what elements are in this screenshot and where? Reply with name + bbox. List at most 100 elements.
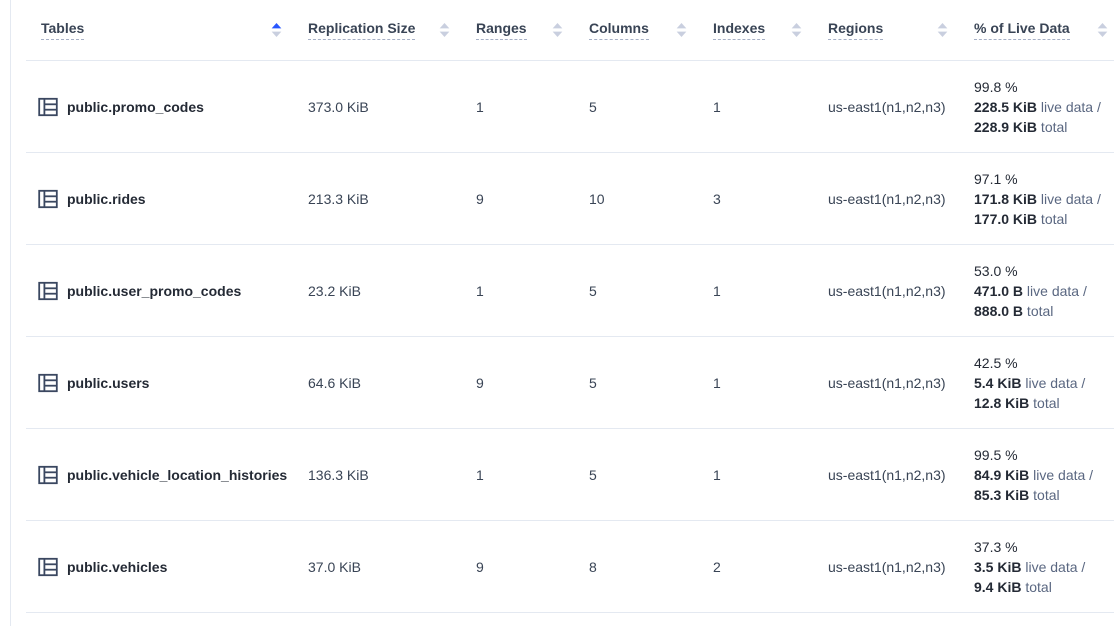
live-data-cell: 42.5 % 5.4 KiB live data / 12.8 KiB tota…	[974, 353, 1114, 413]
regions-cell: us-east1(n1,n2,n3)	[828, 282, 946, 299]
table-header-row: Tables Replication Size Ranges Columns I…	[26, 0, 1114, 61]
columns-cell: 5	[589, 466, 597, 483]
column-header-label: % of Live Data	[974, 20, 1070, 40]
column-header-label: Ranges	[476, 20, 527, 40]
ranges-cell: 1	[476, 98, 484, 115]
sort-arrows-icon	[937, 23, 948, 37]
sort-arrows-icon	[552, 23, 563, 37]
table-name-cell[interactable]: public.vehicle_location_histories	[26, 465, 308, 485]
table-name: public.user_promo_codes	[67, 282, 242, 299]
column-header-label: Columns	[589, 20, 649, 40]
ranges-cell: 1	[476, 466, 484, 483]
ranges-cell: 9	[476, 190, 484, 207]
live-size-line: 84.9 KiB live data /	[974, 466, 1094, 483]
total-size-line: 9.4 KiB total	[974, 578, 1052, 595]
regions-cell: us-east1(n1,n2,n3)	[828, 374, 946, 391]
table-icon	[38, 373, 58, 392]
indexes-cell: 1	[713, 374, 721, 391]
replication-size-cell: 37.0 KiB	[308, 558, 361, 575]
table-name: public.vehicle_location_histories	[67, 466, 288, 483]
live-percent: 37.3 %	[974, 538, 1018, 555]
indexes-cell: 1	[713, 466, 721, 483]
table-row[interactable]: public.vehicles 37.0 KiB 9 8 2 us-east1(…	[26, 521, 1114, 613]
sort-arrows-icon	[791, 23, 802, 37]
table-row[interactable]: public.rides 213.3 KiB 9 10 3 us-east1(n…	[26, 153, 1114, 245]
replication-size-cell: 136.3 KiB	[308, 466, 369, 483]
live-percent: 97.1 %	[974, 170, 1018, 187]
live-percent: 42.5 %	[974, 354, 1018, 371]
live-percent: 53.0 %	[974, 262, 1018, 279]
live-size-line: 471.0 B live data /	[974, 282, 1087, 299]
database-tables-panel: Tables Replication Size Ranges Columns I…	[10, 0, 1114, 626]
ranges-cell: 9	[476, 374, 484, 391]
table-name: public.rides	[67, 190, 146, 207]
sort-arrows-icon	[676, 23, 687, 37]
table-name: public.users	[67, 374, 150, 391]
live-data-cell: 37.3 % 3.5 KiB live data / 9.4 KiB total	[974, 537, 1114, 597]
table-name-cell[interactable]: public.users	[26, 373, 308, 393]
column-header-label: Replication Size	[308, 20, 416, 40]
table-row[interactable]: public.users 64.6 KiB 9 5 1 us-east1(n1,…	[26, 337, 1114, 429]
column-header-regions[interactable]: Regions	[828, 20, 974, 40]
regions-cell: us-east1(n1,n2,n3)	[828, 98, 946, 115]
table-icon	[38, 189, 58, 208]
total-size-line: 228.9 KiB total	[974, 118, 1068, 135]
table-icon	[38, 465, 58, 484]
columns-cell: 5	[589, 374, 597, 391]
column-header-indexes[interactable]: Indexes	[713, 20, 828, 40]
table-name-cell[interactable]: public.user_promo_codes	[26, 281, 308, 301]
sort-arrows-icon	[1097, 23, 1108, 37]
column-header-label: Tables	[41, 20, 85, 40]
indexes-cell: 3	[713, 190, 721, 207]
column-header-label: Indexes	[713, 20, 766, 40]
live-size-line: 228.5 KiB live data /	[974, 98, 1101, 115]
table-name: public.vehicles	[67, 558, 168, 575]
live-percent: 99.5 %	[974, 446, 1018, 463]
live-percent: 99.8 %	[974, 78, 1018, 95]
live-data-cell: 97.1 % 171.8 KiB live data / 177.0 KiB t…	[974, 169, 1114, 229]
table-row[interactable]: public.user_promo_codes 23.2 KiB 1 5 1 u…	[26, 245, 1114, 337]
table-name-cell[interactable]: public.promo_codes	[26, 97, 308, 117]
replication-size-cell: 64.6 KiB	[308, 374, 361, 391]
live-size-line: 5.4 KiB live data /	[974, 374, 1086, 391]
replication-size-cell: 23.2 KiB	[308, 282, 361, 299]
regions-cell: us-east1(n1,n2,n3)	[828, 558, 946, 575]
table-row[interactable]: public.vehicle_location_histories 136.3 …	[26, 429, 1114, 521]
indexes-cell: 2	[713, 558, 721, 575]
indexes-cell: 1	[713, 282, 721, 299]
column-header-label: Regions	[828, 20, 884, 40]
total-size-line: 85.3 KiB total	[974, 486, 1060, 503]
table-row[interactable]: public.promo_codes 373.0 KiB 1 5 1 us-ea…	[26, 61, 1114, 153]
replication-size-cell: 213.3 KiB	[308, 190, 369, 207]
replication-size-cell: 373.0 KiB	[308, 98, 369, 115]
regions-cell: us-east1(n1,n2,n3)	[828, 190, 946, 207]
table-icon	[38, 557, 58, 576]
total-size-line: 12.8 KiB total	[974, 394, 1060, 411]
ranges-cell: 9	[476, 558, 484, 575]
total-size-line: 888.0 B total	[974, 302, 1054, 319]
column-header-ranges[interactable]: Ranges	[476, 20, 589, 40]
table-icon	[38, 281, 58, 300]
sort-arrows-icon	[439, 23, 450, 37]
table-name: public.promo_codes	[67, 98, 204, 115]
column-header-tables[interactable]: Tables	[26, 20, 308, 40]
live-data-cell: 53.0 % 471.0 B live data / 888.0 B total	[974, 261, 1114, 321]
live-data-cell: 99.8 % 228.5 KiB live data / 228.9 KiB t…	[974, 77, 1114, 137]
columns-cell: 5	[589, 282, 597, 299]
ranges-cell: 1	[476, 282, 484, 299]
regions-cell: us-east1(n1,n2,n3)	[828, 466, 946, 483]
column-header-live-data[interactable]: % of Live Data	[974, 20, 1114, 40]
table-name-cell[interactable]: public.rides	[26, 189, 308, 209]
column-header-columns[interactable]: Columns	[589, 20, 713, 40]
live-size-line: 3.5 KiB live data /	[974, 558, 1086, 575]
indexes-cell: 1	[713, 98, 721, 115]
table-icon	[38, 97, 58, 116]
sort-arrows-icon	[271, 23, 282, 37]
column-header-replication-size[interactable]: Replication Size	[308, 20, 476, 40]
total-size-line: 177.0 KiB total	[974, 210, 1068, 227]
live-data-cell: 99.5 % 84.9 KiB live data / 85.3 KiB tot…	[974, 445, 1114, 505]
columns-cell: 8	[589, 558, 597, 575]
columns-cell: 10	[589, 190, 605, 207]
table-name-cell[interactable]: public.vehicles	[26, 557, 308, 577]
columns-cell: 5	[589, 98, 597, 115]
